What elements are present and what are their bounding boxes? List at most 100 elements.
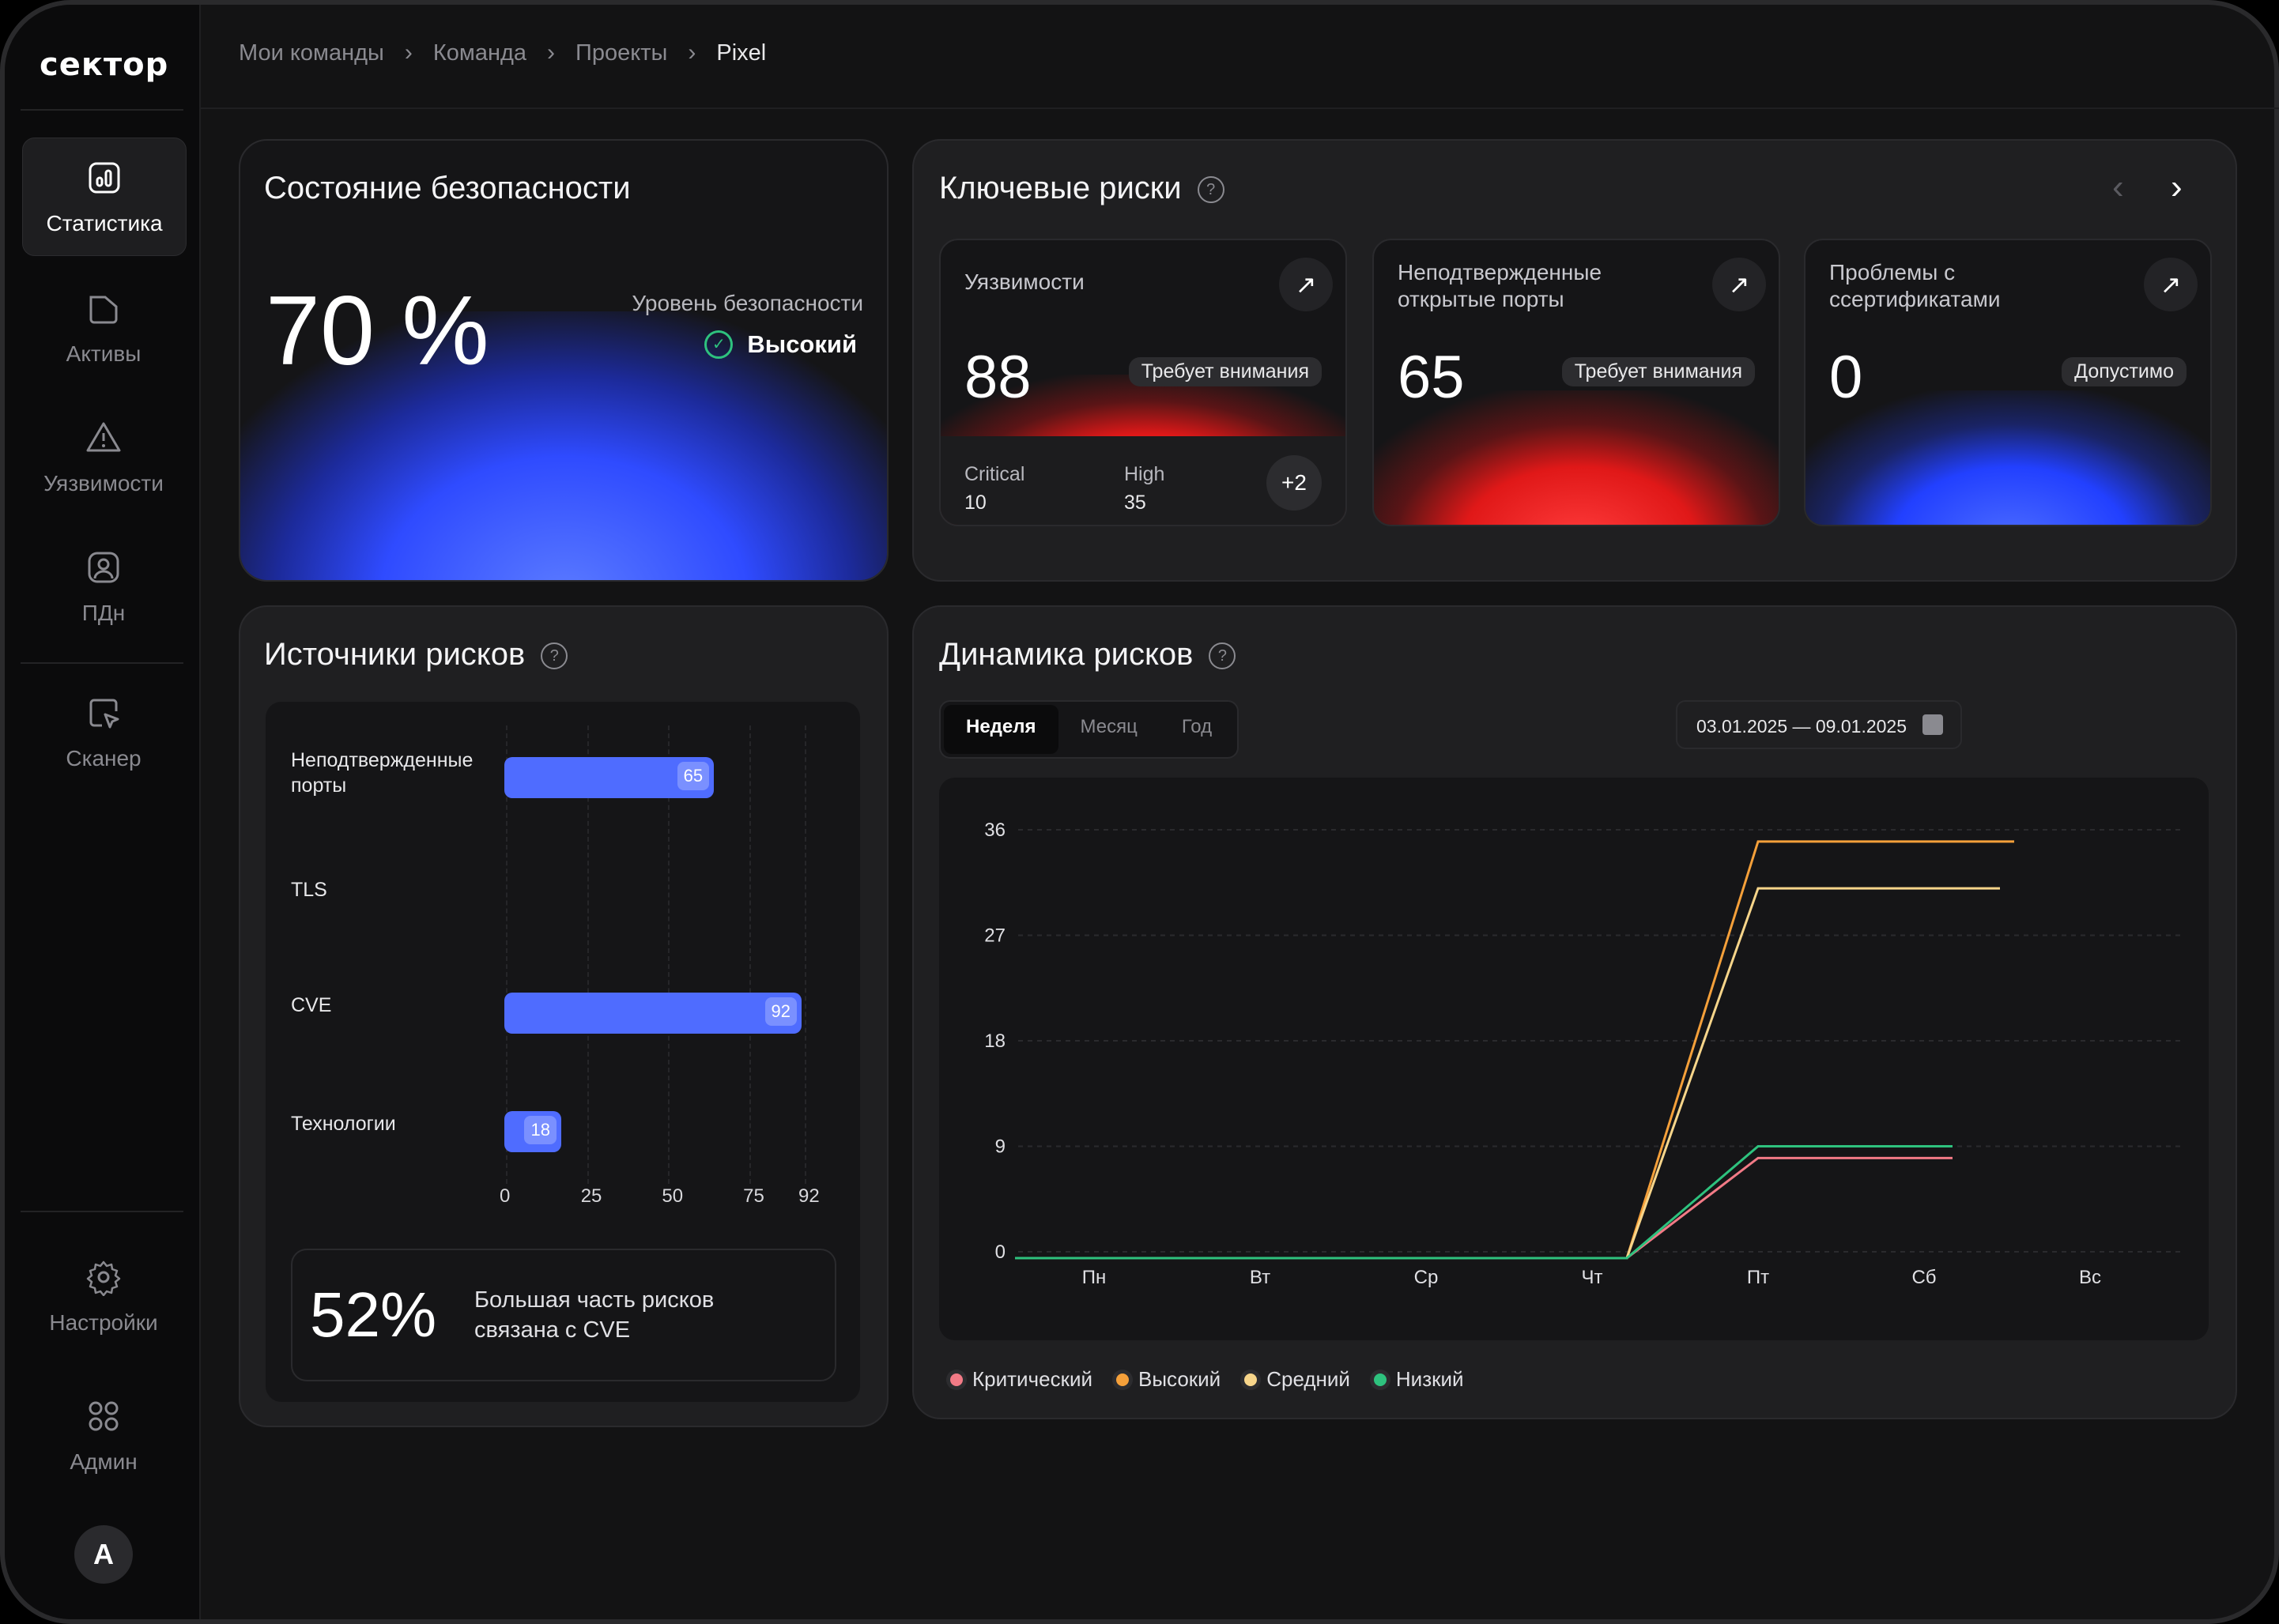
breadcrumb-item[interactable]: Мои команды [239, 40, 384, 66]
bar-value-label: 65 [677, 762, 710, 790]
risk-sources-chart: 52% Большая часть рисков связана с CVE 0… [266, 702, 860, 1402]
risk-sources-summary: 52% Большая часть рисков связана с CVE [291, 1249, 836, 1381]
key-risks-title: Ключевые риски? [939, 171, 1224, 206]
topbar: Мои команды › Команда › Проекты › Pixel [199, 0, 2279, 109]
arrow-up-right-icon[interactable]: ↗ [2144, 258, 2198, 311]
x-tick-label: 0 [500, 1185, 511, 1207]
sidebar-item-scanner[interactable]: Сканер [22, 673, 185, 790]
bar[interactable]: 18 [504, 1111, 561, 1152]
x-tick-label: 75 [743, 1185, 764, 1207]
sidebar-item-settings[interactable]: Настройки [22, 1238, 185, 1355]
avatar[interactable]: A [74, 1525, 133, 1584]
high-stat: High 35 [1124, 463, 1165, 514]
x-tick-label: 25 [580, 1185, 602, 1207]
series-line[interactable] [1015, 887, 2000, 1260]
sidebar-item-assets[interactable]: Активы [22, 269, 185, 386]
sidebar-item-pdn[interactable]: ПДн [22, 528, 185, 645]
bar-value-label: 92 [764, 997, 797, 1026]
help-icon[interactable]: ? [1197, 176, 1224, 204]
date-range-picker[interactable]: 03.01.2025 — 09.01.2025 [1676, 700, 1962, 749]
grid-line [668, 725, 670, 1184]
risk-dynamics-plot: 0 9 18 27 36 Пн Вт Ср Чт Пт Сб Вс [939, 778, 2209, 1340]
legend-dot-icon [1116, 1373, 1129, 1386]
chevron-right-icon: › [688, 40, 696, 66]
sidebar-item-label: Админ [70, 1449, 138, 1474]
check-circle-icon: ✓ [704, 330, 734, 359]
x-tick-label: Ср [1414, 1267, 1439, 1288]
risk-dynamics-card: Динамика рисков? Неделя Месяц Год 03.01.… [912, 605, 2237, 1419]
date-range-value: 03.01.2025 — 09.01.2025 [1696, 716, 1907, 737]
legend-item[interactable]: Высокий [1116, 1367, 1221, 1392]
x-tick-label: 92 [798, 1185, 820, 1207]
x-tick-label: Сб [1911, 1267, 1936, 1288]
y-tick-label: 0 [995, 1242, 1006, 1263]
sidebar-item-label: Активы [66, 341, 141, 366]
breadcrumb-item[interactable]: Команда [432, 40, 527, 66]
tab-month[interactable]: Месяц [1080, 716, 1138, 737]
series-line[interactable] [1015, 1156, 1953, 1260]
security-level-value: Высокий [747, 330, 857, 358]
sidebar-item-label: ПДн [81, 601, 126, 625]
warning-icon [86, 422, 121, 452]
y-tick-label: 27 [984, 925, 1006, 947]
risk-card-value: 88 [964, 344, 1032, 411]
risk-card-title: Уязвимости [964, 269, 1085, 294]
category-label: CVE [291, 994, 332, 1016]
grid-icon [89, 1401, 119, 1431]
sidebar-divider [21, 1211, 183, 1212]
legend-label: Высокий [1138, 1367, 1221, 1391]
help-icon[interactable]: ? [541, 642, 568, 670]
next-arrow-icon[interactable]: › [2171, 168, 2183, 206]
breadcrumb: Мои команды › Команда › Проекты › Pixel [239, 40, 766, 66]
chart-legend: Критический Высокий Средний Низкий [950, 1367, 1488, 1392]
bar-value-label: 18 [524, 1116, 557, 1144]
prev-arrow-icon[interactable]: ‹ [2112, 168, 2124, 206]
legend-item[interactable]: Средний [1244, 1367, 1350, 1392]
tab-year[interactable]: Год [1181, 716, 1213, 737]
legend-dot-icon [950, 1373, 963, 1386]
calendar-icon [1922, 714, 1943, 735]
chart-icon [89, 162, 120, 194]
series-line[interactable] [1015, 1145, 1953, 1260]
security-value: 70 % [266, 277, 489, 386]
tab-week[interactable]: Неделя [944, 705, 1058, 754]
risk-sources-title: Источники рисков? [264, 637, 568, 673]
legend-item[interactable]: Критический [950, 1367, 1092, 1392]
risk-card-vulnerabilities[interactable]: Уязвимости ↗ 88 Требует внимания Critica… [939, 239, 1347, 526]
arrow-up-right-icon[interactable]: ↗ [1279, 258, 1333, 311]
bar[interactable]: 92 [504, 993, 802, 1034]
critical-stat: Critical 10 [964, 463, 1025, 514]
arrow-up-right-icon[interactable]: ↗ [1712, 258, 1766, 311]
sidebar-item-admin[interactable]: Админ [22, 1377, 185, 1494]
sidebar-item-label: Уязвимости [43, 471, 164, 495]
risk-dynamics-title: Динамика рисков? [939, 637, 1236, 673]
x-tick-label: Вс [2079, 1267, 2101, 1288]
status-badge: Требует внимания [1128, 357, 1322, 386]
y-tick-label: 9 [995, 1136, 1006, 1158]
security-title: Состояние безопасности [264, 171, 631, 205]
risk-sources-card: Источники рисков? 52% Большая часть риск… [239, 605, 889, 1427]
sidebar-item-statistics[interactable]: Статистика [22, 138, 187, 256]
sidebar-item-vulnerabilities[interactable]: Уязвимости [22, 398, 185, 515]
more-button[interactable]: +2 [1266, 455, 1322, 511]
logo[interactable]: сектор [40, 47, 169, 83]
breadcrumb-current: Pixel [716, 40, 767, 66]
legend-item[interactable]: Низкий [1373, 1367, 1464, 1392]
x-tick-label: Чт [1582, 1267, 1603, 1288]
status-badge: Допустимо [2062, 357, 2187, 386]
sidebar-divider [21, 109, 183, 111]
y-tick-label: 36 [984, 820, 1006, 841]
key-risks-card: Ключевые риски? ‹ › Уязвимости ↗ 88 Треб… [912, 139, 2237, 582]
sidebar-item-label: Настройки [49, 1310, 158, 1335]
risk-card-ports[interactable]: Неподтвержденные открытые порты ↗ 65 Тре… [1372, 239, 1780, 526]
help-icon[interactable]: ? [1209, 642, 1236, 670]
series-line[interactable] [1015, 840, 2014, 1260]
scanner-icon [89, 699, 119, 729]
x-tick-label: Пт [1747, 1267, 1769, 1288]
line-chart: 0 9 18 27 36 Пн Вт Ср Чт Пт Сб Вс [984, 820, 2180, 1288]
bar[interactable]: 65 [504, 757, 715, 798]
breadcrumb-item[interactable]: Проекты [575, 40, 668, 66]
chevron-right-icon: › [547, 40, 556, 66]
risk-card-certificates[interactable]: Проблемы с ссертификатами ↗ 0 Допустимо [1804, 239, 2212, 526]
grid-line [506, 725, 507, 1184]
